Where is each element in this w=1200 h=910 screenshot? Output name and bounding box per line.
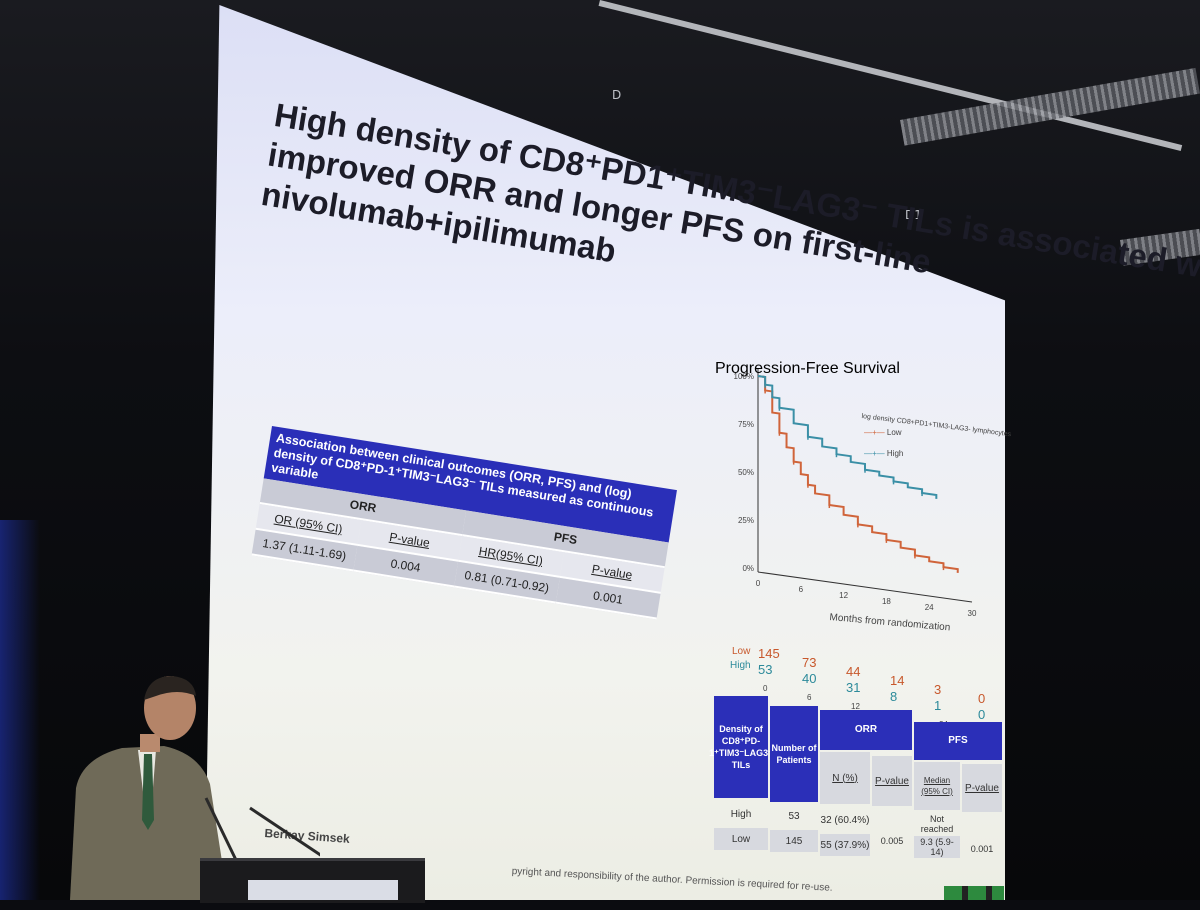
km-x-tick-label: 30 [968, 609, 977, 618]
conference-logo [944, 886, 1004, 900]
risk-time-label: 12 [851, 702, 860, 711]
orr-group-header: ORR [820, 710, 912, 750]
orr-p-header: P-value [872, 756, 912, 806]
km-y-tick-label: 100% [734, 372, 754, 381]
orr-n-header: N (%) [820, 752, 870, 804]
pfs-median-header: Median (95% CI) [914, 762, 960, 810]
km-y-axis-label: Progression-Free Survival [715, 360, 900, 377]
km-x-tick-label: 12 [839, 591, 848, 600]
speaker-hair [144, 676, 196, 700]
km-y-tick-label: 75% [738, 420, 754, 429]
stage-light-glow [0, 520, 40, 900]
risk-low-count: 0 [978, 691, 986, 706]
km-legend-low: —+— Low [864, 428, 902, 437]
risk-high-count: 31 [846, 680, 861, 695]
orr-p-value: 0.005 [880, 836, 904, 846]
legend-low-label: Low [886, 428, 902, 437]
row-high-median: Not reached [920, 814, 954, 834]
row-low-median: 9.3 (5.9-14) [914, 836, 960, 858]
risk-low-count: 73 [802, 655, 817, 670]
ceiling-sign-d1: D1 [905, 208, 922, 222]
col-patients-header: Number of Patients [770, 706, 818, 802]
row-low-orr: 55 (37.9%) [820, 834, 870, 856]
ceiling-sign-d: D [612, 88, 622, 102]
speaker-tie [142, 754, 154, 830]
risk-time-label: 6 [807, 693, 812, 702]
risk-high-count: 0 [978, 707, 986, 722]
risk-high-count: 8 [890, 689, 898, 704]
risk-low-count: 3 [934, 682, 942, 697]
row-low-patients: 145 [770, 830, 818, 852]
risk-high-count: 40 [802, 671, 817, 686]
row-high-patients: 53 [788, 810, 800, 822]
km-x-axis [757, 571, 973, 603]
risk-low-count: 14 [890, 673, 905, 688]
legend-high-marker-icon: —+— [864, 449, 885, 458]
row-high-orr: 32 (60.4%) [820, 814, 870, 826]
pfs-p-value: 0.001 [970, 844, 994, 854]
pfs-p-header: P-value [962, 764, 1002, 812]
row-low-group: Low [714, 828, 768, 850]
km-x-tick-label: 0 [756, 579, 761, 588]
risk-high-count: 53 [758, 662, 773, 677]
km-x-tick-label: 18 [882, 597, 891, 606]
risk-low-count: 145 [758, 646, 780, 661]
risk-label-low: Low [732, 646, 751, 657]
speaker-figure [70, 676, 228, 900]
risk-time-label: 0 [763, 684, 768, 693]
km-y-tick-label: 25% [738, 516, 754, 525]
km-y-tick-label: 0% [742, 564, 754, 573]
risk-high-count: 1 [934, 698, 942, 713]
km-line-low [757, 375, 959, 573]
km-legend-high: —+— High [864, 449, 903, 458]
microphone [204, 797, 320, 861]
speaker-neck [140, 734, 160, 752]
pfs-group-header: PFS [914, 722, 1002, 760]
km-line-high [757, 375, 938, 499]
risk-label-high: High [730, 660, 751, 671]
km-x-tick-label: 6 [799, 585, 804, 594]
col-density-header: Density of CD8⁺PD-1⁺TIM3⁻LAG3⁻ TILs [709, 696, 773, 798]
km-x-tick-label: 24 [925, 603, 934, 612]
km-y-tick-label: 50% [738, 468, 754, 477]
risk-low-count: 44 [846, 664, 861, 679]
legend-high-label: High [886, 449, 904, 458]
row-high-group: High [730, 808, 752, 820]
podium-monitor [248, 880, 398, 900]
legend-low-marker-icon: —+— [864, 428, 885, 437]
